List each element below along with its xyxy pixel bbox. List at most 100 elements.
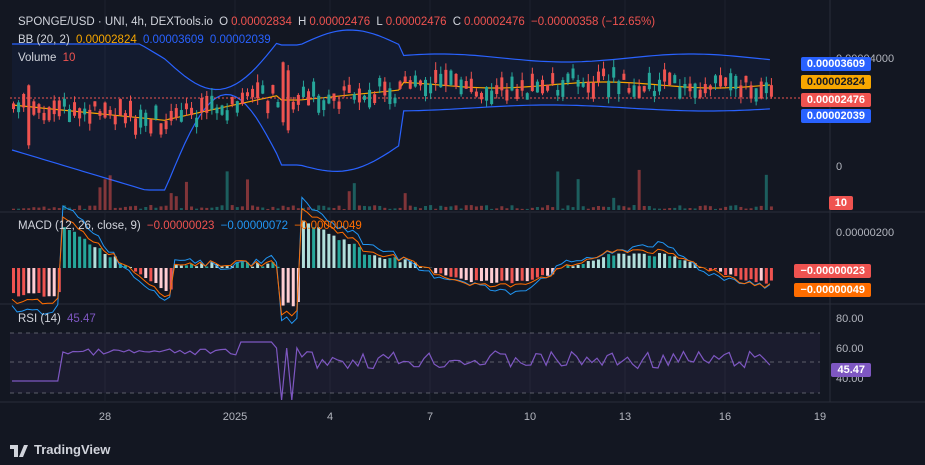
macd-hist-bar [73, 231, 77, 268]
macd-hist-bar [164, 268, 168, 291]
macd-hist-bar [362, 254, 366, 268]
volume-bar [754, 206, 758, 210]
macd-hist-bar [149, 268, 153, 282]
macd-hist-bar [439, 268, 443, 274]
macd-hist-bar [159, 268, 163, 289]
volume-bar [449, 206, 453, 210]
candle-body [230, 96, 234, 105]
candle-body [210, 95, 214, 110]
volume-bar [312, 208, 316, 210]
macd-hist-bar [663, 253, 667, 268]
candle-body [413, 75, 417, 87]
candle-body [98, 111, 102, 116]
candle-body [688, 83, 692, 92]
macd-hist-bar [225, 266, 229, 268]
candle-body [459, 79, 463, 95]
macd-hist-bar [317, 227, 321, 268]
macd-hist-bar [576, 264, 580, 268]
volume-bars [12, 169, 773, 210]
macd-hist-bar [342, 239, 346, 268]
candle-body [658, 79, 662, 92]
macd-hist-bar [530, 268, 534, 280]
x-axis-tick: 13 [619, 411, 631, 423]
volume-bar [357, 205, 361, 210]
volume-bar [307, 207, 311, 210]
macd-line-value: −0.00000072 [220, 220, 289, 232]
candle-body [698, 89, 702, 98]
macd-hist-bar [617, 253, 621, 268]
macd-hist-bar [144, 268, 148, 279]
candle-body [683, 83, 687, 89]
rsi-axis-label: 60.00 [836, 343, 864, 355]
candle-body [739, 85, 743, 98]
rsi-value: 45.47 [67, 313, 96, 325]
volume-bar [510, 205, 514, 210]
macd-hist-bar [571, 266, 575, 268]
volume-value: 10 [62, 52, 76, 64]
macd-hist-bar [108, 257, 112, 268]
macd-hist-bar [581, 263, 585, 268]
candle-body [337, 101, 341, 109]
candle-body [134, 118, 138, 135]
candle-body [551, 73, 555, 84]
volume-bar [769, 206, 773, 210]
x-axis-tick: 16 [719, 411, 731, 423]
candle-body [362, 95, 366, 100]
tradingview-logo[interactable]: TradingView [10, 442, 110, 457]
volume-bar [546, 205, 550, 210]
ohlc-legend: SPONGE/USD · UNI, 4h, DEXTools.io O 0.000… [18, 16, 656, 28]
macd-hist-bar [515, 268, 519, 281]
macd-hist-bar [256, 262, 260, 268]
candle-body [571, 68, 575, 79]
candle-body [215, 107, 219, 114]
macd-pane [11, 196, 773, 325]
macd-hist-bar [708, 268, 712, 271]
candle-body [546, 84, 550, 91]
signal-line [11, 207, 771, 317]
macd-signal-tag: −0.00000049 [794, 283, 871, 297]
volume-bar [128, 206, 132, 210]
volume-bar [266, 208, 270, 210]
candle-body [612, 67, 616, 78]
candle-body [42, 112, 46, 121]
macd-hist-bar [652, 256, 656, 268]
volume-bar [713, 208, 717, 210]
volume-bar [378, 205, 382, 210]
candle-body [734, 75, 738, 90]
macd-hist-bar [235, 262, 239, 268]
candle-body [444, 69, 448, 86]
rsi-band [10, 333, 820, 393]
candle-body [729, 73, 733, 91]
volume-bar [337, 205, 341, 210]
volume-bar [256, 206, 260, 210]
candle-body [291, 101, 295, 110]
bollinger-bands [10, 29, 830, 191]
volume-bar [698, 205, 702, 210]
volume-bar [495, 208, 499, 210]
candle-body [403, 76, 407, 82]
volume-bar [327, 207, 331, 210]
x-axis-tick: 7 [427, 411, 433, 423]
bb-fill [12, 30, 770, 190]
candle-body [520, 80, 524, 91]
volume-bar [479, 205, 483, 210]
candle-body [256, 82, 260, 99]
macd-hist-bar [388, 258, 392, 268]
candle-body [276, 101, 280, 108]
bb-upper-line [12, 29, 770, 91]
macd-hist-bar [327, 233, 331, 268]
volume-bar [342, 208, 346, 210]
macd-hist-bar [271, 262, 275, 268]
macd-hist-bar [276, 266, 280, 268]
volume-bar [225, 171, 229, 210]
volume-bar [500, 206, 504, 210]
macd-hist-bar [658, 253, 662, 268]
candle-body [591, 82, 595, 99]
volume-bar [393, 208, 397, 210]
bb-upper-tag: 0.00003609 [800, 57, 871, 71]
volume-bar [276, 208, 280, 210]
macd-hist-bar [632, 253, 636, 268]
candle-body [474, 91, 478, 97]
candle-body [144, 112, 148, 126]
